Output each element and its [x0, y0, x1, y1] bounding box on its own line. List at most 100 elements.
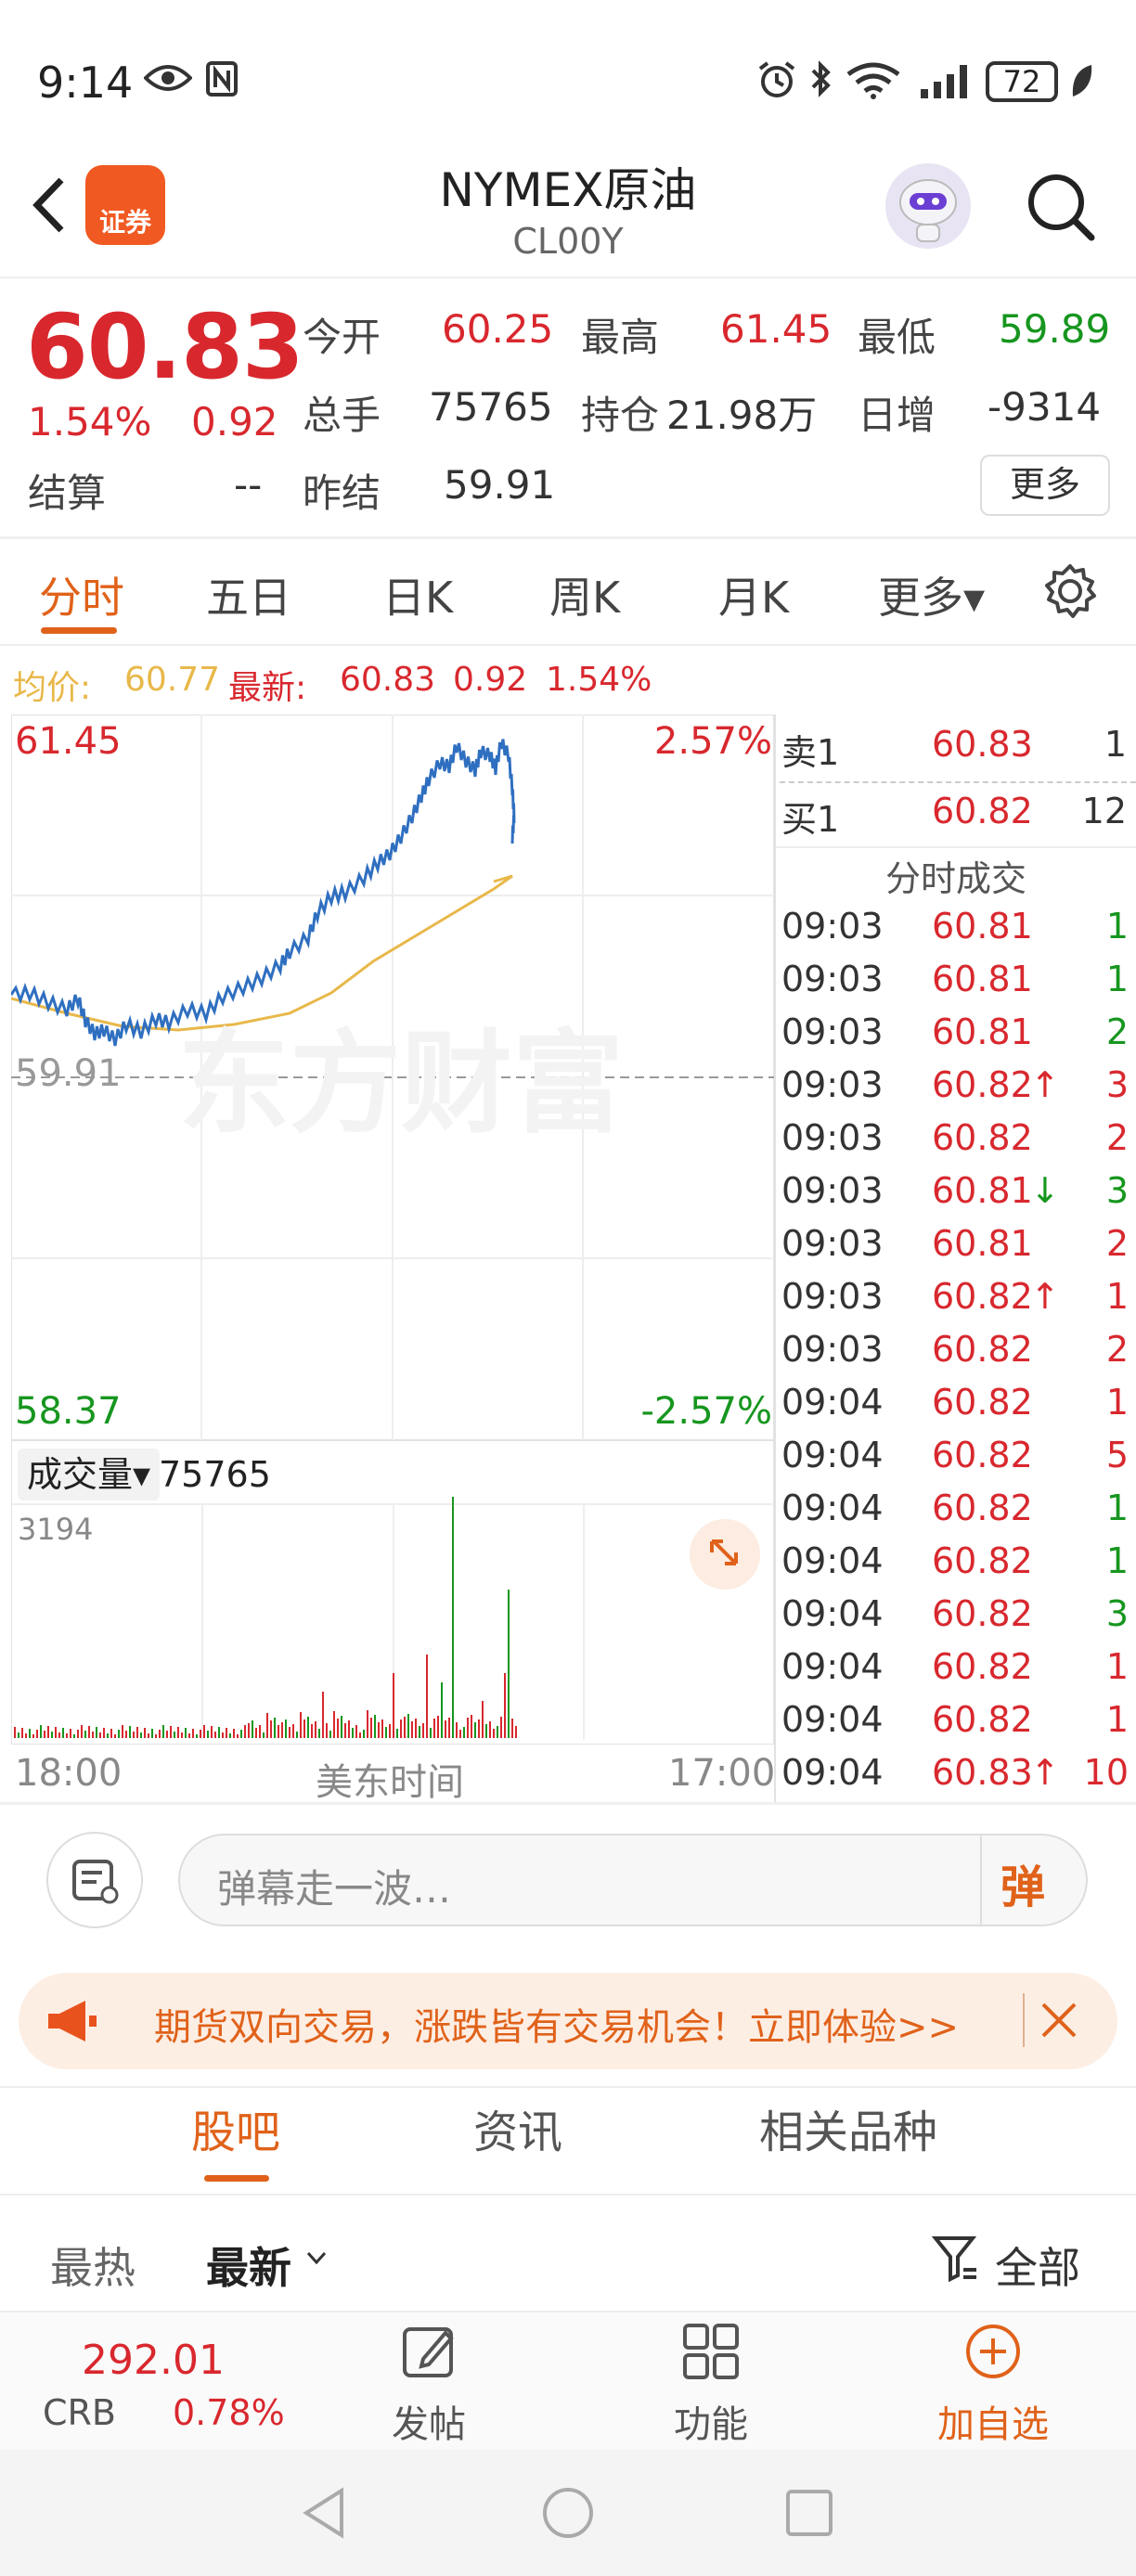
volume-bar [322, 1692, 324, 1738]
tab-intraday[interactable]: 分时 [39, 573, 124, 623]
filter-icon[interactable] [931, 2233, 980, 2285]
volume-bar [252, 1720, 253, 1738]
signal-icon [919, 63, 975, 100]
volume-bar [333, 1711, 335, 1738]
trade-price: 60.83 [932, 1752, 1033, 1793]
add-watchlist-button[interactable]: 加自选 [937, 2403, 1049, 2446]
tab-weekly-k[interactable]: 周K [549, 573, 621, 623]
volume-bar [367, 1710, 368, 1738]
function-button[interactable]: 功能 [674, 2403, 748, 2446]
volume-bar [177, 1727, 179, 1738]
volume-bar [274, 1718, 276, 1738]
nav-home-icon[interactable] [540, 2485, 596, 2541]
expand-icon[interactable] [690, 1519, 760, 1590]
volume-bar [378, 1722, 380, 1738]
promo-banner[interactable]: 期货双向交易，涨跌皆有交易机会！立即体验>> [19, 1973, 1117, 2069]
nav-recents-icon[interactable] [783, 2487, 835, 2539]
volume-bar [21, 1728, 23, 1738]
trade-row: 09:04 60.82 1 [781, 1646, 1136, 1699]
up-arrow-icon: ↑ [1030, 1064, 1060, 1105]
filter-label[interactable]: 全部 [995, 2243, 1080, 2293]
bottom-toolbar [0, 2311, 1136, 2450]
tab-news[interactable]: 资讯 [473, 2106, 563, 2158]
tab-related[interactable]: 相关品种 [759, 2106, 938, 2158]
volume-bar [471, 1715, 472, 1738]
close-icon[interactable] [1038, 1999, 1080, 2041]
tab-guba[interactable]: 股吧 [191, 2106, 281, 2158]
volume-bar [77, 1730, 79, 1738]
volume-bar [55, 1727, 57, 1738]
settle-value: -- [234, 462, 263, 508]
volume-bar [214, 1732, 216, 1738]
volume-bar [348, 1720, 350, 1738]
settings-gear-icon[interactable] [1041, 562, 1099, 620]
tab-five-day[interactable]: 五日 [206, 573, 291, 623]
tab-daily-k[interactable]: 日K [382, 573, 454, 623]
volume-max-label: 3194 [18, 1512, 94, 1547]
crb-index-pct[interactable]: 0.78% [173, 2392, 285, 2433]
volume-bar [110, 1729, 112, 1738]
volume-bar [419, 1726, 420, 1738]
trade-time: 09:04 [781, 1435, 884, 1475]
robot-avatar-icon[interactable] [885, 163, 971, 249]
volume-bar [259, 1725, 261, 1738]
danmaku-list-icon[interactable] [46, 1832, 143, 1928]
volume-chart[interactable]: 成交量▾ 75765 3194 [11, 1440, 775, 1745]
volume-bar [200, 1730, 201, 1738]
volume-bar [159, 1730, 161, 1738]
chevron-down-icon[interactable] [304, 2249, 329, 2268]
crb-index-name[interactable]: CRB [43, 2392, 117, 2433]
trade-row: 09:03 60.81 1 [781, 959, 1136, 1011]
battery-icon: 72 [986, 61, 1058, 102]
volume-bar [248, 1723, 250, 1738]
volume-bar [415, 1719, 417, 1738]
volume-selector[interactable]: 成交量▾ [18, 1449, 161, 1501]
danmaku-input[interactable]: 弹幕走一波… 弹 [178, 1834, 1088, 1926]
volume-total: 75765 [159, 1454, 271, 1495]
trade-row: 09:04 60.82 3 [781, 1593, 1136, 1646]
volume-bar [437, 1716, 439, 1738]
volume-bar [497, 1726, 498, 1738]
trade-time: 09:03 [781, 906, 884, 947]
search-icon[interactable] [1021, 167, 1099, 245]
daily-inc-value: -9314 [988, 384, 1102, 430]
trade-price: 60.82 [932, 1117, 1033, 1158]
sort-new[interactable]: 最新 [206, 2243, 291, 2293]
back-button[interactable] [22, 173, 78, 238]
volume-bar [303, 1719, 305, 1738]
bluetooth-icon [809, 59, 833, 98]
banner-text: 期货双向交易，涨跌皆有交易机会！立即体验>> [154, 2006, 960, 2049]
crb-index-value[interactable]: 292.01 [82, 2337, 225, 2384]
volume-bar [389, 1724, 391, 1738]
send-danmaku-button[interactable]: 弹 [1000, 1861, 1046, 1913]
volume-bar [240, 1730, 242, 1738]
order-bid-1: 买1 60.82 12 [781, 791, 1127, 840]
add-watchlist-icon[interactable] [962, 2320, 1025, 2383]
intraday-chart[interactable]: 东方财富 61.45 2.57% 59.91 58.37 -2.57% [11, 715, 774, 1440]
volume-bar [400, 1719, 402, 1738]
volume-bar [285, 1719, 287, 1738]
volume-bar [129, 1726, 131, 1738]
function-grid-icon[interactable] [679, 2320, 742, 2383]
volume-bar [196, 1734, 198, 1738]
trade-qty: 2 [1105, 1223, 1129, 1264]
tab-monthly-k[interactable]: 月K [718, 573, 790, 623]
trade-time: 09:04 [781, 1382, 884, 1423]
volume-bar [14, 1727, 16, 1738]
volume-bar [500, 1717, 502, 1738]
volume-bar [467, 1718, 469, 1738]
sort-hot[interactable]: 最热 [50, 2243, 136, 2293]
volume-bar [292, 1724, 294, 1738]
tab-more[interactable]: 更多▾ [878, 573, 986, 623]
trade-price: 60.82 [932, 1382, 1033, 1423]
trade-qty: 3 [1105, 1593, 1129, 1634]
volume-bar [47, 1726, 49, 1738]
securities-badge[interactable]: 证券 [85, 165, 165, 245]
post-edit-icon[interactable] [397, 2320, 460, 2383]
high-label: 最高 [581, 315, 660, 360]
nav-back-icon[interactable] [299, 2485, 351, 2541]
more-button[interactable]: 更多 [980, 455, 1110, 516]
page-title: NYMEX原油 [439, 163, 697, 217]
chart-low-label: 58.37 [15, 1390, 122, 1433]
post-button[interactable]: 发帖 [392, 2403, 466, 2446]
